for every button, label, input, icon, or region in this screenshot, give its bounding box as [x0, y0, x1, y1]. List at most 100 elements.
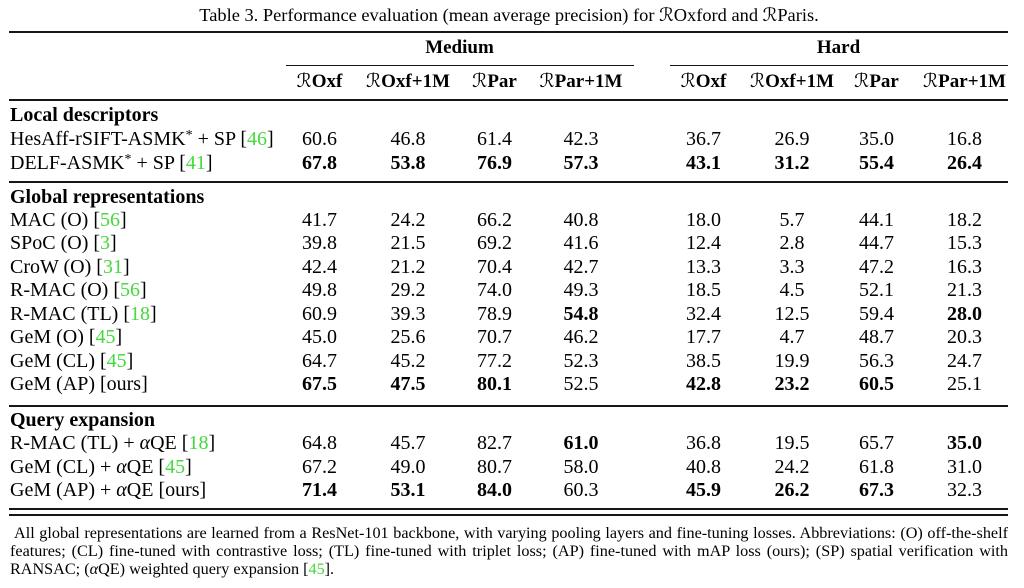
- footnote-text: QE) weighted query expansion [: [98, 559, 309, 578]
- value-cell: 21.3: [947, 279, 982, 302]
- caption-text: Paris.: [777, 4, 819, 25]
- value-cell: 59.4: [859, 302, 894, 325]
- value-cell: 57.3: [563, 151, 599, 174]
- method-label: R-MAC (O) [56]: [10, 279, 147, 301]
- footnote-text: ].: [324, 559, 335, 578]
- value-cell: 20.3: [947, 326, 982, 349]
- value-cell: 45.2: [390, 349, 426, 372]
- value-cell: 25.6: [390, 326, 426, 349]
- value-cell: 52.1: [859, 279, 894, 302]
- value-cell: 44.7: [859, 232, 894, 255]
- table-row: SPoC (O) [3] 39.8 21.5 69.2 41.6 12.4 2.8 44.7…: [0, 232, 1024, 254]
- value-cell: 35.0: [859, 128, 894, 151]
- value-cell: 26.9: [774, 128, 810, 151]
- value-cell: 5.7: [779, 208, 805, 231]
- alpha-symbol: α: [116, 479, 127, 502]
- label-text: GeM (AP) +: [10, 479, 117, 502]
- value-cell: 80.1: [477, 373, 512, 396]
- label-text: ]: [208, 432, 216, 455]
- table-row: MAC (O) [56] 41.7 24.2 66.2 40.8 18.0 5.7 44.1…: [0, 209, 1024, 231]
- method-label: DELF-ASMK* + SP [41]: [10, 152, 213, 174]
- table-row: R-MAC (TL) + αQE [18] 64.8 45.7 82.7 61.0 36…: [0, 432, 1024, 454]
- label-text: ]: [149, 302, 157, 325]
- citation-ref[interactable]: 31: [102, 255, 123, 278]
- citation-ref[interactable]: 45: [165, 455, 186, 478]
- citation-ref[interactable]: 18: [129, 302, 150, 325]
- column-header: ℛPar: [472, 71, 517, 93]
- value-cell: 47.5: [390, 373, 426, 396]
- script-r-symbol: ℛ: [296, 70, 312, 93]
- value-cell: 39.8: [302, 232, 337, 255]
- value-cell: 12.5: [774, 302, 810, 325]
- value-cell: 66.2: [477, 208, 512, 231]
- label-text: GeM (CL) +: [10, 455, 117, 478]
- citation-ref[interactable]: 45: [308, 559, 325, 578]
- value-cell: 18.5: [686, 279, 721, 302]
- value-cell: 60.6: [302, 128, 337, 151]
- citation-ref[interactable]: 46: [247, 128, 268, 151]
- superscript-asterisk: *: [185, 128, 193, 144]
- label-text: QE [ours]: [126, 479, 207, 502]
- citation-ref[interactable]: 41: [185, 151, 206, 174]
- column-header-text: Par+1M: [554, 71, 623, 93]
- label-text: ]: [115, 326, 123, 349]
- value-cell: 74.0: [477, 279, 512, 302]
- value-cell: 49.3: [563, 279, 599, 302]
- citation-ref[interactable]: 45: [106, 349, 127, 372]
- alpha-symbol: α: [116, 455, 127, 478]
- column-header-text: Oxf: [695, 71, 727, 93]
- citation-ref[interactable]: 56: [120, 279, 140, 302]
- value-cell: 18.0: [686, 208, 721, 231]
- footnote-alpha-symbol: α: [89, 559, 99, 578]
- value-cell: 3.3: [779, 255, 805, 278]
- label-text: QE [: [126, 455, 166, 478]
- section-header: Global representations: [10, 185, 205, 208]
- value-cell: 70.7: [477, 326, 512, 349]
- value-cell: 56.3: [859, 349, 894, 372]
- method-label: R-MAC (TL) [18]: [10, 303, 157, 325]
- value-cell: 35.0: [947, 432, 982, 455]
- script-r-symbol: ℛ: [923, 70, 939, 93]
- value-cell: 67.3: [859, 479, 894, 502]
- value-cell: 45.9: [686, 479, 721, 502]
- label-text: GeM (O) [: [10, 326, 96, 349]
- value-cell: 52.3: [563, 349, 599, 372]
- value-cell: 24.2: [774, 455, 810, 478]
- column-group-medium: Medium: [425, 36, 494, 58]
- value-cell: 42.8: [686, 373, 721, 396]
- label-text: R-MAC (O) [: [10, 279, 120, 302]
- citation-ref[interactable]: 18: [188, 432, 209, 455]
- value-cell: 76.9: [477, 151, 512, 174]
- value-cell: 55.4: [859, 151, 894, 174]
- label-text: HesAff-rSIFT-ASMK: [10, 128, 186, 151]
- value-cell: 46.2: [563, 326, 599, 349]
- method-label: MAC (O) [56]: [10, 209, 127, 231]
- citation-ref[interactable]: 45: [95, 326, 116, 349]
- value-cell: 53.1: [390, 479, 426, 502]
- value-cell: 67.2: [302, 455, 337, 478]
- value-cell: 31.2: [774, 151, 810, 174]
- method-label: GeM (AP) + αQE [ours]: [10, 479, 206, 501]
- value-cell: 4.5: [779, 279, 805, 302]
- value-cell: 82.7: [477, 432, 512, 455]
- method-label: HesAff-rSIFT-ASMK* + SP [46]: [10, 128, 274, 150]
- value-cell: 39.3: [390, 302, 426, 325]
- value-cell: 53.8: [390, 151, 426, 174]
- script-r-symbol: ℛ: [365, 70, 382, 93]
- table-row: GeM (O) [45] 45.0 25.6 70.7 46.2 17.7 4.7 48.7…: [0, 326, 1024, 348]
- value-cell: 69.2: [477, 232, 512, 255]
- value-cell: 16.8: [947, 128, 982, 151]
- citation-ref[interactable]: 56: [100, 208, 120, 231]
- caption-text: Table 3. Performance evaluation (mean av…: [199, 4, 660, 25]
- value-cell: 49.0: [390, 455, 426, 478]
- midrule-global-query: [9, 405, 1008, 407]
- value-cell: 47.2: [859, 255, 894, 278]
- value-cell: 19.5: [774, 432, 810, 455]
- method-label: GeM (AP) [ours]: [10, 373, 148, 395]
- citation-ref[interactable]: 3: [100, 232, 111, 255]
- label-text: ]: [205, 151, 213, 174]
- value-cell: 41.7: [302, 208, 337, 231]
- value-cell: 15.3: [947, 232, 982, 255]
- label-text: ]: [122, 255, 130, 278]
- label-text: ]: [110, 232, 117, 255]
